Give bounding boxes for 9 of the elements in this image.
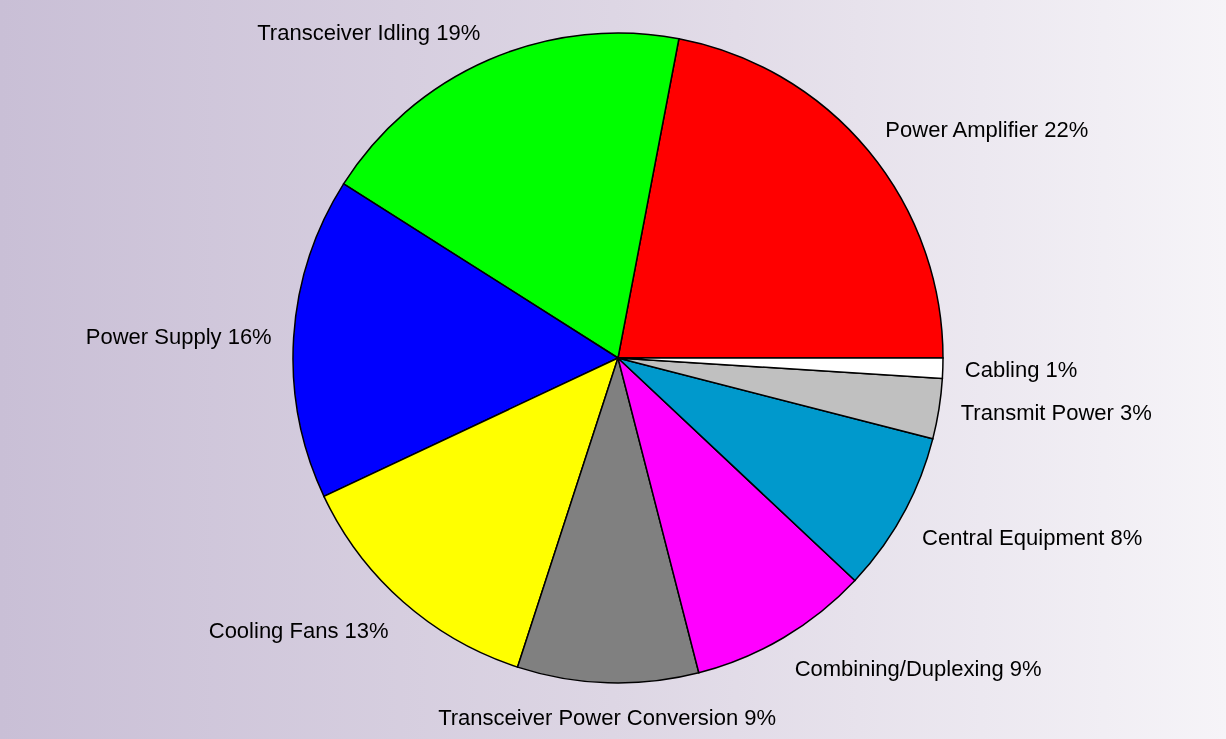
slice-label: Transceiver Idling 19% (257, 19, 481, 45)
slice-label: Central Equipment 8% (922, 524, 1143, 550)
slice-label: Power Supply 16% (85, 323, 272, 349)
slice-label: Cooling Fans 13% (208, 618, 389, 644)
slice-label: Combining/Duplexing 9% (794, 656, 1042, 682)
slice-label: Cabling 1% (964, 356, 1078, 382)
slice-label: Power Amplifier 22% (885, 116, 1089, 142)
slice-label: Transmit Power 3% (960, 399, 1152, 425)
slice-label: Transceiver Power Conversion 9% (438, 704, 777, 730)
